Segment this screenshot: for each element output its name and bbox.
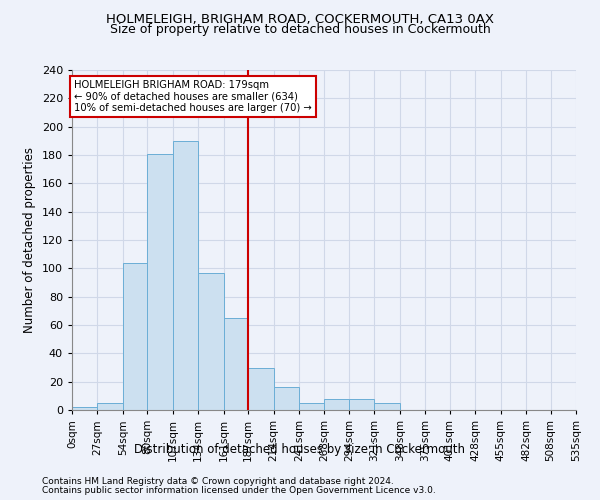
Text: Contains HM Land Registry data © Crown copyright and database right 2024.: Contains HM Land Registry data © Crown c…	[42, 478, 394, 486]
Bar	[198, 272, 224, 410]
Bar	[97, 403, 123, 410]
Bar	[299, 403, 325, 410]
Bar	[325, 398, 349, 410]
Text: HOLMELEIGH BRIGHAM ROAD: 179sqm
← 90% of detached houses are smaller (634)
10% o: HOLMELEIGH BRIGHAM ROAD: 179sqm ← 90% of…	[74, 80, 311, 113]
Text: Size of property relative to detached houses in Cockermouth: Size of property relative to detached ho…	[110, 22, 490, 36]
Y-axis label: Number of detached properties: Number of detached properties	[23, 147, 36, 333]
Bar	[374, 403, 400, 410]
Bar	[248, 368, 274, 410]
Bar	[173, 141, 198, 410]
Text: Contains public sector information licensed under the Open Government Licence v3: Contains public sector information licen…	[42, 486, 436, 495]
Bar	[224, 318, 248, 410]
Bar	[148, 154, 173, 410]
Bar	[349, 398, 374, 410]
Text: Distribution of detached houses by size in Cockermouth: Distribution of detached houses by size …	[134, 442, 466, 456]
Bar	[274, 388, 299, 410]
Bar	[72, 407, 97, 410]
Bar	[123, 262, 148, 410]
Text: HOLMELEIGH, BRIGHAM ROAD, COCKERMOUTH, CA13 0AX: HOLMELEIGH, BRIGHAM ROAD, COCKERMOUTH, C…	[106, 12, 494, 26]
